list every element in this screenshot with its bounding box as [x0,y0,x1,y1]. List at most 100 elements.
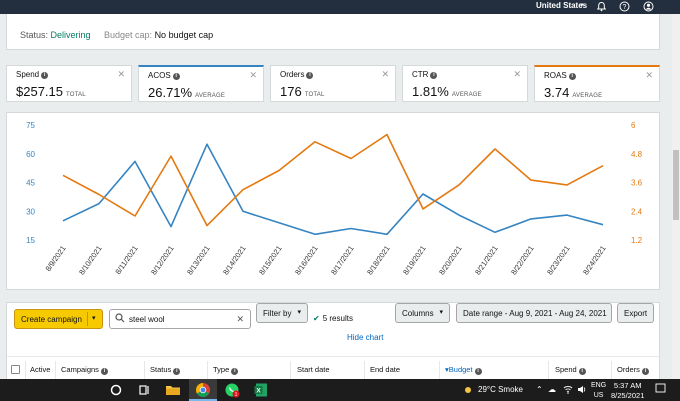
system-clock[interactable]: 5:37 AM 8/25/2021 [611,381,645,400]
filter-by-button[interactable]: Filter by ▾ [256,303,308,323]
metric-value: $257.15 [16,84,63,99]
info-icon: i [641,368,649,375]
divider [87,312,88,326]
column-header-type[interactable]: Type i [213,365,239,375]
notifications-icon[interactable] [655,383,666,396]
metric-sub: AVERAGE [451,92,482,98]
close-icon[interactable]: ✕ [249,70,257,80]
volume-icon[interactable] [577,385,587,396]
column-header-orders[interactable]: Orders i [617,365,649,375]
metric-sub: TOTAL [66,92,86,98]
excel-icon[interactable]: X [253,382,269,398]
search-input[interactable]: steel wool ✕ [109,309,251,329]
active-app-indicator [189,399,217,401]
x-tick-label: 8/23/2021 [545,244,572,277]
roas-series-line [62,133,604,227]
y-left-tick-label: 30 [26,207,35,216]
columns-button[interactable]: Columns ▾ [395,303,450,323]
divider [290,361,291,379]
info-icon[interactable]: i [172,73,180,80]
select-all-checkbox[interactable] [11,365,20,374]
campaign-status-panel: Status: Delivering Budget cap: No budget… [6,14,660,50]
y-left-tick-label: 15 [26,236,35,245]
metric-sub: AVERAGE [572,93,603,99]
x-tick-label: 8/19/2021 [401,244,428,277]
weather-text[interactable]: 29°C Smoke [478,385,523,394]
metric-value: 3.74 [544,85,570,100]
create-campaign-label: Create campaign [21,315,82,324]
help-icon[interactable]: ? [619,1,630,12]
chrome-icon[interactable] [195,382,211,398]
clear-icon[interactable]: ✕ [236,314,244,324]
columns-label: Columns [402,309,434,318]
column-header-spend[interactable]: Spend i [555,365,586,375]
budget-cap-text: Budget cap: No budget cap [104,30,214,40]
scrollbar-thumb[interactable] [673,150,679,220]
y-right-tick-label: 1.2 [631,236,643,245]
metric-card-roas[interactable]: ROAS i ✕ 3.74 AVERAGE [534,65,660,102]
bell-icon[interactable] [596,1,607,12]
results-count: ✔ 5 results [313,314,353,323]
info-icon[interactable]: i [41,72,49,79]
x-tick-label: 8/9/2021 [44,244,68,273]
y-left-tick-label: 75 [26,121,35,130]
x-tick-label: 8/11/2021 [113,244,139,276]
chevron-down-icon: ▾ [580,2,584,9]
info-icon: i [231,368,239,375]
divider [439,361,440,379]
country-selector[interactable]: United States [536,1,588,10]
metric-card-orders[interactable]: Orders i ✕ 176 TOTAL [270,65,396,102]
column-header-end-date[interactable]: End date [370,365,401,374]
divider [207,361,208,379]
wifi-icon[interactable] [563,385,573,396]
close-icon[interactable]: ✕ [513,69,521,79]
metric-label: Orders [280,70,305,79]
column-header-start-date[interactable]: Start date [297,365,330,374]
create-campaign-button[interactable]: Create campaign ▾ [14,309,103,329]
y-right-tick-label: 2.4 [631,207,643,216]
info-icon[interactable]: i [306,72,314,79]
search-icon[interactable] [108,382,124,398]
language-indicator[interactable]: ENG US [591,382,607,399]
taskbar: 1 X 29°C Smoke ⌃ ☁ ENG US 5:37 AM 8/25/202… [0,379,680,401]
budget-cap-value: No budget cap [154,30,214,40]
file-explorer-icon[interactable] [165,382,181,398]
whatsapp-icon[interactable]: 1 [224,382,240,398]
close-icon[interactable]: ✕ [645,70,653,80]
divider [364,361,365,379]
metric-label: ACOS [148,71,171,80]
y-right-tick-label: 3.6 [631,179,643,188]
cloud-icon[interactable]: ☁ [548,385,556,394]
line-chart: 75 60 45 30 15 6 4.8 3.6 2.4 1.2 8/9/2021 8/10/2021… [26,121,643,277]
x-tick-label: 8/17/2021 [329,244,356,277]
x-tick-label: 8/24/2021 [581,244,608,277]
metric-card-ctr[interactable]: CTR i ✕ 1.81% AVERAGE [402,65,528,102]
account-icon[interactable] [643,1,654,12]
search-value: steel wool [129,315,165,324]
task-view-icon[interactable] [136,382,152,398]
metric-label: CTR [412,70,429,79]
metric-card-spend[interactable]: Spend i ✕ $257.15 TOTAL [6,65,132,102]
export-button[interactable]: Export [617,303,654,323]
x-tick-label: 8/13/2021 [185,244,212,277]
metric-card-acos[interactable]: ACOS i ✕ 26.71% AVERAGE [138,65,264,102]
divider [611,361,612,379]
chevron-up-icon[interactable]: ⌃ [536,385,543,394]
column-header-status[interactable]: Status i [150,365,181,375]
svg-text:?: ? [623,4,627,11]
date-range-button[interactable]: Date range - Aug 9, 2021 - Aug 24, 2021 [456,303,612,323]
column-header-active[interactable]: Active [30,365,51,374]
info-icon: i [100,368,108,375]
info-icon[interactable]: i [568,73,576,80]
info-icon[interactable]: i [430,72,438,79]
acos-series-line [62,143,604,236]
column-header-campaigns[interactable]: Campaigns i [61,365,108,375]
column-header-budget[interactable]: ▾Budget i [445,365,482,375]
close-icon[interactable]: ✕ [381,69,389,79]
notification-badge: 1 [235,392,238,398]
hide-chart-link[interactable]: Hide chart [347,333,384,342]
chevron-down-icon[interactable]: ▾ [92,315,96,322]
x-tick-label: 8/22/2021 [509,244,536,277]
close-icon[interactable]: ✕ [117,69,125,79]
x-tick-label: 8/14/2021 [221,244,248,277]
